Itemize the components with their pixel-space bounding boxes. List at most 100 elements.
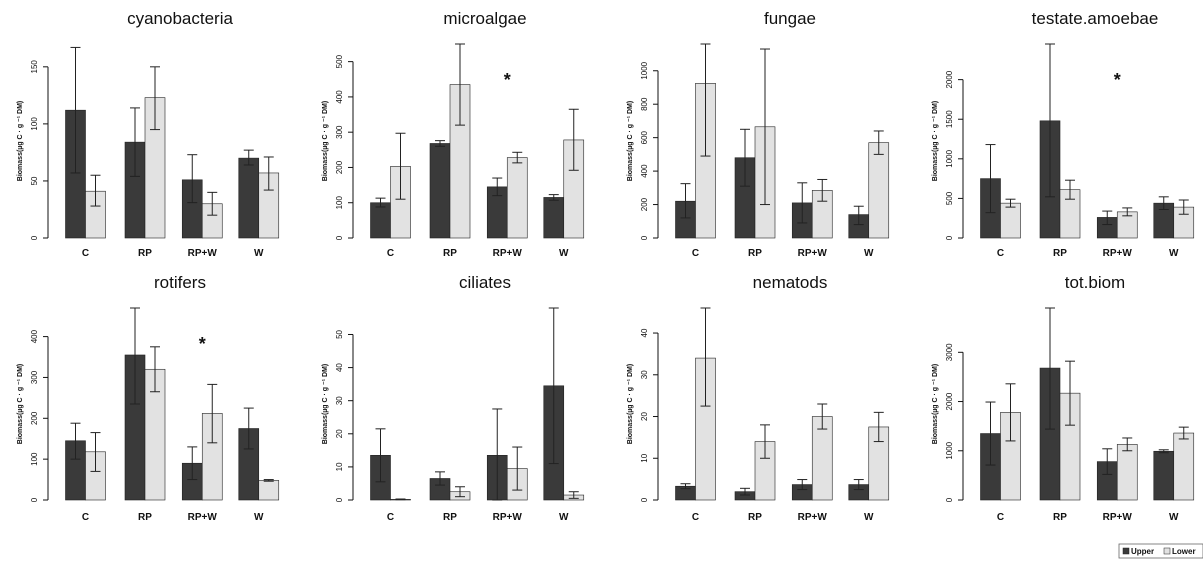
x-category-label: RP+W xyxy=(493,248,523,259)
y-tick-label: 200 xyxy=(30,411,39,425)
x-category-label: RP xyxy=(748,248,762,259)
y-tick-label: 10 xyxy=(335,462,344,471)
x-category-label: C xyxy=(692,512,699,523)
x-category-label: RP xyxy=(138,512,152,523)
panel-title: fungae xyxy=(764,9,816,28)
x-category-label: W xyxy=(1169,248,1179,259)
y-tick-label: 0 xyxy=(30,235,39,240)
panel-fungae: fungae Biomass(µg C · g ⁻¹ DM) 0 200 400 600 8… xyxy=(627,9,890,259)
y-tick-label: 0 xyxy=(640,497,649,502)
x-category-label: RP xyxy=(1053,512,1067,523)
y-tick-label: 30 xyxy=(640,370,649,379)
x-category-label: RP+W xyxy=(188,512,218,523)
y-tick-label: 40 xyxy=(335,363,344,372)
y-tick-label: 1000 xyxy=(945,149,954,167)
x-category-label: RP+W xyxy=(798,248,828,259)
y-tick-label: 1500 xyxy=(945,110,954,128)
y-axis-label: Biomass(µg C · g ⁻¹ DM) xyxy=(322,101,329,181)
x-category-label: RP+W xyxy=(493,512,523,523)
y-tick-label: 40 xyxy=(640,328,649,337)
y-tick-label: 20 xyxy=(335,429,344,438)
bar-upper-c xyxy=(370,202,391,239)
y-axis-label: Biomass(µg C · g ⁻¹ DM) xyxy=(322,364,329,444)
bar-lower-w xyxy=(868,142,890,239)
legend-box xyxy=(1118,543,1203,559)
bar-lower-rp-w xyxy=(1116,444,1138,501)
y-tick-label: 0 xyxy=(30,497,39,502)
x-category-label: C xyxy=(692,248,699,259)
y-tick-label: 300 xyxy=(30,370,39,384)
x-category-label: RP xyxy=(443,512,457,523)
panel-title: nematods xyxy=(753,273,828,292)
y-axis-label: Biomass(µg C · g ⁻¹ DM) xyxy=(627,101,634,181)
y-tick-label: 500 xyxy=(335,54,344,68)
bar-lower-c xyxy=(1000,202,1021,239)
y-tick-label: 100 xyxy=(30,117,39,131)
y-tick-label: 10 xyxy=(640,453,649,462)
x-category-label: W xyxy=(1169,512,1179,523)
x-category-label: C xyxy=(997,248,1004,259)
bar-upper-rp xyxy=(429,143,451,239)
y-tick-label: 0 xyxy=(945,235,954,240)
x-category-label: RP+W xyxy=(188,248,218,259)
y-axis-label: Biomass(µg C · g ⁻¹ DM) xyxy=(932,364,939,444)
y-tick-label: 2000 xyxy=(945,70,954,88)
x-category-label: C xyxy=(387,248,394,259)
x-category-label: RP xyxy=(443,248,457,259)
panel-tot-biom: tot.biom Biomass(µg C · g ⁻¹ DM) 0 1000 2000… xyxy=(932,273,1195,523)
x-category-label: W xyxy=(254,512,264,523)
y-tick-label: 0 xyxy=(335,497,344,502)
bar-lower-w xyxy=(1173,432,1195,501)
y-tick-label: 0 xyxy=(335,235,344,240)
panel-ciliates: ciliates Biomass(µg C · g ⁻¹ DM) 0 10 20 30 40… xyxy=(322,273,585,523)
y-tick-label: 400 xyxy=(30,329,39,343)
bar-upper-w xyxy=(238,157,260,239)
y-tick-label: 3000 xyxy=(945,343,954,361)
legend-swatch-upper xyxy=(1122,547,1130,555)
panel-testate-amoebae: testate.amoebae Biomass(µg C · g ⁻¹ DM) 0 5… xyxy=(932,9,1195,259)
y-tick-label: 100 xyxy=(335,196,344,210)
x-category-label: C xyxy=(82,248,89,259)
y-tick-label: 300 xyxy=(335,125,344,139)
x-category-label: RP xyxy=(748,512,762,523)
y-axis-label: Biomass(µg C · g ⁻¹ DM) xyxy=(17,364,24,444)
y-tick-label: 0 xyxy=(945,497,954,502)
panel-nematods: nematods Biomass(µg C · g ⁻¹ DM) 0 10 20 30 40… xyxy=(627,273,890,523)
significance-star: * xyxy=(504,70,511,90)
y-tick-label: 500 xyxy=(945,191,954,205)
x-category-label: C xyxy=(387,512,394,523)
y-tick-label: 50 xyxy=(30,176,39,185)
y-tick-label: 200 xyxy=(335,160,344,174)
y-axis-label: Biomass(µg C · g ⁻¹ DM) xyxy=(932,101,939,181)
panel-microalgae: microalgae Biomass(µg C · g ⁻¹ DM) 0 100 200… xyxy=(322,9,585,259)
y-tick-label: 200 xyxy=(640,197,649,211)
y-tick-label: 0 xyxy=(640,235,649,240)
x-category-label: RP+W xyxy=(1103,248,1133,259)
y-axis-label: Biomass(µg C · g ⁻¹ DM) xyxy=(627,364,634,444)
significance-star: * xyxy=(1114,70,1121,90)
x-category-label: RP xyxy=(1053,248,1067,259)
x-category-label: RP+W xyxy=(798,512,828,523)
y-tick-label: 150 xyxy=(30,60,39,74)
x-category-label: W xyxy=(559,512,569,523)
y-axis-label: Biomass(µg C · g ⁻¹ DM) xyxy=(17,101,24,181)
y-tick-label: 20 xyxy=(640,412,649,421)
panel-title: cyanobacteria xyxy=(127,9,233,28)
legend-label-lower: Lower xyxy=(1172,547,1196,556)
y-tick-label: 400 xyxy=(335,90,344,104)
panel-title: testate.amoebae xyxy=(1032,9,1159,28)
panel-title: rotifers xyxy=(154,273,206,292)
y-tick-label: 2000 xyxy=(945,392,954,410)
legend-label-upper: Upper xyxy=(1131,547,1154,556)
x-category-label: RP xyxy=(138,248,152,259)
x-category-label: W xyxy=(559,248,569,259)
bar-upper-w xyxy=(1153,450,1175,501)
panel-title: tot.biom xyxy=(1065,273,1125,292)
panel-cyanobacteria: cyanobacteria Biomass(µg C · g ⁻¹ DM) 0 50 1… xyxy=(17,9,280,259)
legend-swatch-lower xyxy=(1163,547,1171,555)
x-category-label: C xyxy=(997,512,1004,523)
y-tick-label: 600 xyxy=(640,130,649,144)
y-tick-label: 1000 xyxy=(640,61,649,79)
panel-title: ciliates xyxy=(459,273,511,292)
bar-lower-rp-w xyxy=(506,157,528,239)
